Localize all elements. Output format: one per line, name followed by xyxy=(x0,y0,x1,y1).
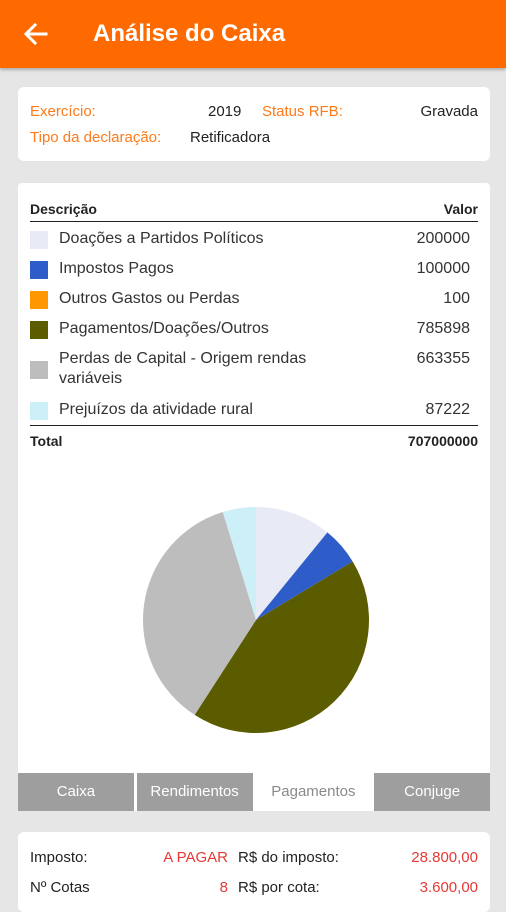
pie-slice xyxy=(256,507,328,620)
status-value: Gravada xyxy=(420,103,478,120)
app-bar: Análise do Caixa xyxy=(0,0,506,68)
legend-swatch xyxy=(30,321,48,339)
row-description: Perdas de Capital - Origem rendas variáv… xyxy=(59,350,307,387)
pie-slice xyxy=(256,532,353,620)
legend-swatch xyxy=(30,261,48,279)
total-row: Total 707000000 xyxy=(30,433,478,449)
tipo-label: Tipo da declaração: xyxy=(30,129,162,146)
tab-pagamentos[interactable]: Pagamentos xyxy=(255,773,372,811)
row-description: Impostos Pagos xyxy=(59,260,174,277)
row-value: 100 xyxy=(443,290,470,307)
rs-imposto-label: R$ do imposto: xyxy=(238,849,339,866)
row-description: Prejuízos da atividade rural xyxy=(59,401,253,418)
legend-swatch xyxy=(30,402,48,420)
row-description: Outros Gastos ou Perdas xyxy=(59,290,240,307)
exercicio-value: 2019 xyxy=(208,103,242,120)
table-header: Descrição Valor xyxy=(30,199,478,222)
pie-slice xyxy=(222,507,256,620)
legend-swatch xyxy=(30,231,48,249)
row-value: 200000 xyxy=(416,230,470,247)
cotas-value: 8 xyxy=(219,879,228,896)
rs-cota-value: 3.600,00 xyxy=(419,879,478,896)
row-value: 87222 xyxy=(425,401,471,418)
declaration-info-card: Exercício: 2019 Status RFB: Gravada Tipo… xyxy=(18,87,490,161)
row-description: Pagamentos/Doações/Outros xyxy=(59,320,269,337)
tab-caixa[interactable]: Caixa xyxy=(18,773,134,811)
total-value: 707000000 xyxy=(407,433,478,449)
row-value: 785898 xyxy=(416,320,470,337)
exercicio-label: Exercício: xyxy=(30,103,96,120)
row-value: 663355 xyxy=(416,350,470,367)
header-description: Descrição xyxy=(30,201,97,217)
pie-slice xyxy=(194,561,369,733)
pie-chart xyxy=(143,507,369,733)
row-value: 100000 xyxy=(416,260,470,277)
arrow-left-icon[interactable] xyxy=(20,18,52,50)
imposto-label: Imposto: xyxy=(30,849,88,866)
pie-slice xyxy=(256,561,353,620)
status-label: Status RFB: xyxy=(262,103,343,120)
row-description: Doações a Partidos Políticos xyxy=(59,230,264,247)
tab-rendimentos[interactable]: Rendimentos xyxy=(136,773,253,811)
tipo-value: Retificadora xyxy=(190,129,271,146)
total-divider xyxy=(30,425,478,426)
cotas-label: Nº Cotas xyxy=(30,879,90,896)
imposto-status: A PAGAR xyxy=(163,849,228,866)
rs-imposto-value: 28.800,00 xyxy=(411,849,478,866)
tab-conjuge[interactable]: Conjuge xyxy=(374,773,490,811)
pie-slice xyxy=(143,511,256,715)
payments-card: Descrição Valor Doações a Partidos Polít… xyxy=(18,183,490,811)
page-title: Análise do Caixa xyxy=(93,20,286,47)
rs-cota-label: R$ por cota: xyxy=(238,879,320,896)
tab-bar: Caixa Rendimentos Pagamentos Conjuge xyxy=(18,773,490,811)
total-label: Total xyxy=(30,433,63,449)
legend-swatch xyxy=(30,361,48,379)
legend-swatch xyxy=(30,291,48,309)
tax-summary-card: Imposto: A PAGAR R$ do imposto: 28.800,0… xyxy=(18,832,490,912)
header-value: Valor xyxy=(443,201,478,217)
